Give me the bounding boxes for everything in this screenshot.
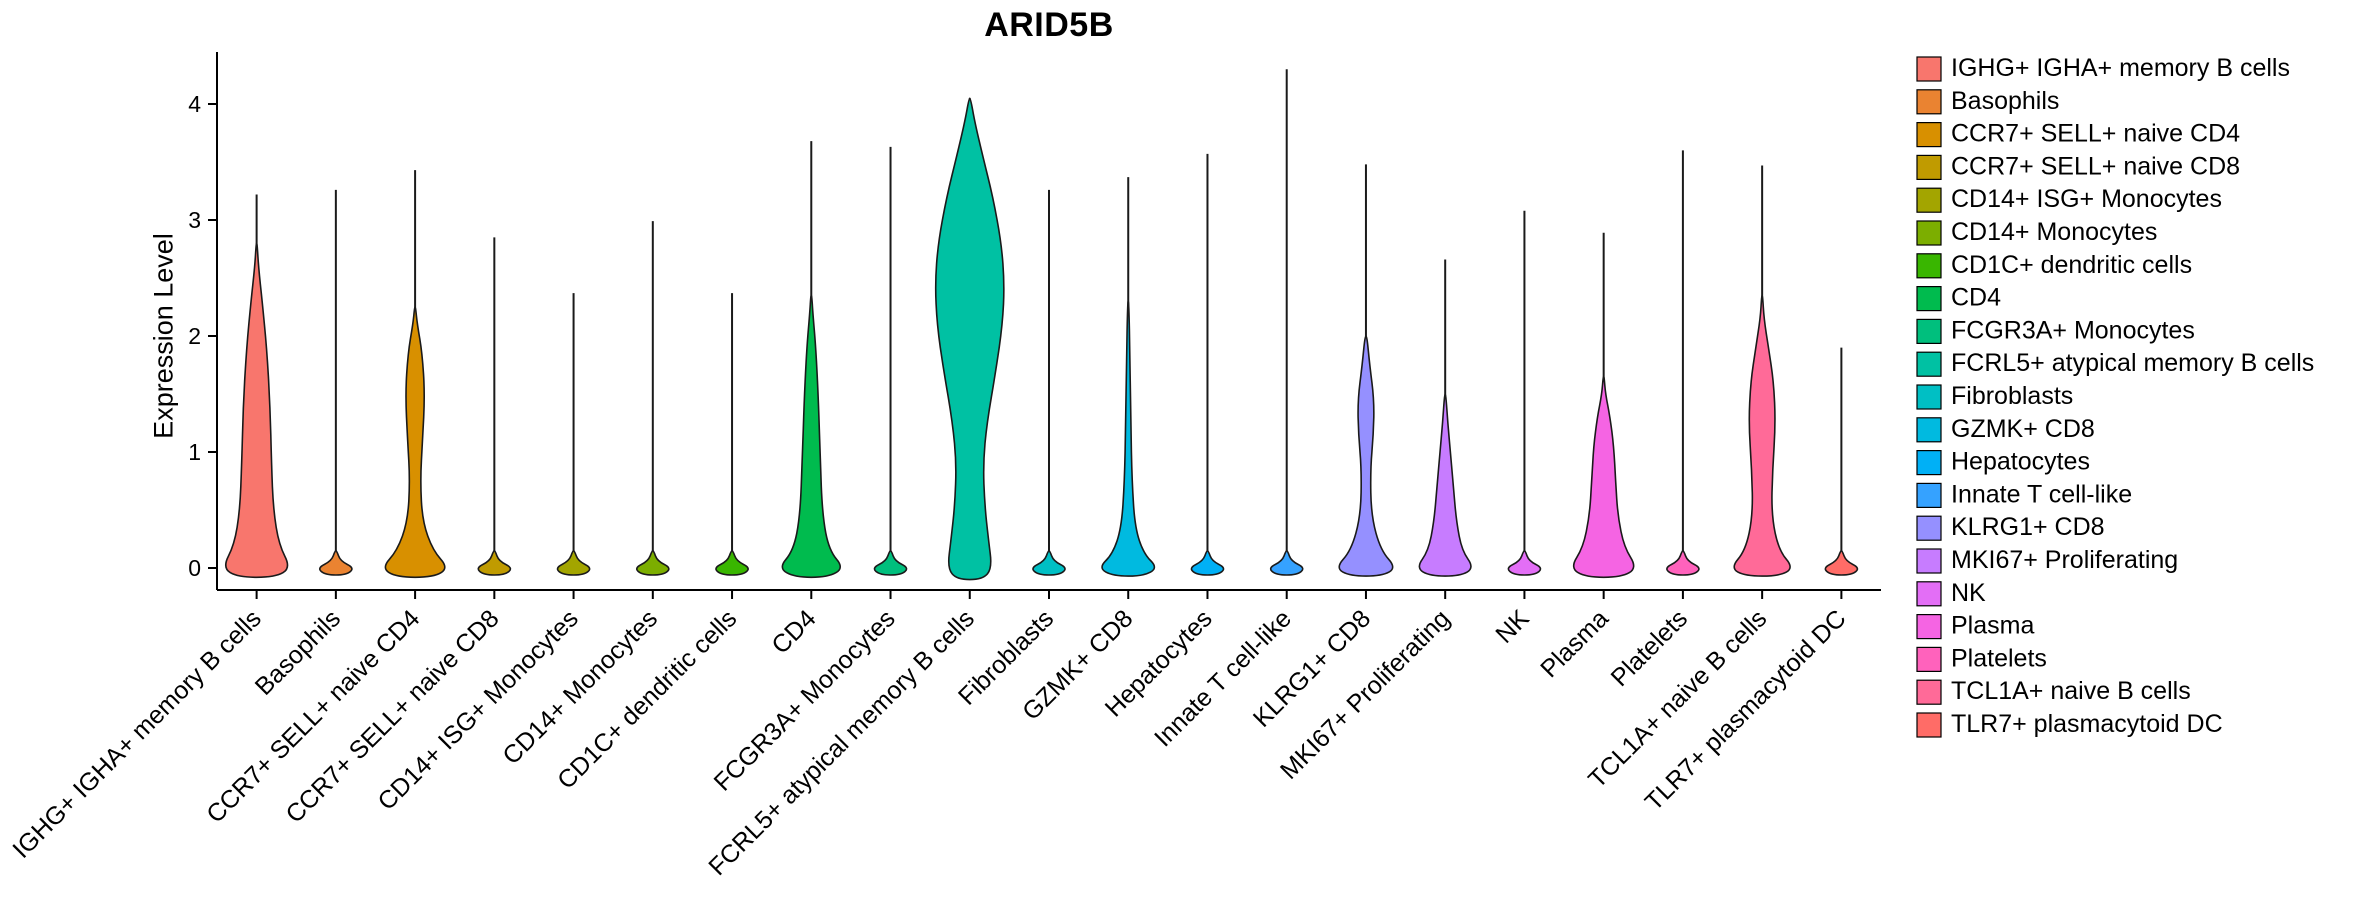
- legend-label: Hepatocytes: [1951, 448, 2090, 476]
- legend-swatch: [1916, 121, 1942, 148]
- legend-label: CD14+ Monocytes: [1951, 218, 2157, 246]
- legend-swatch: [1916, 351, 1942, 377]
- legend-label: Platelets: [1951, 644, 2047, 672]
- legend-swatch: [1916, 384, 1942, 410]
- violin-body: [1269, 549, 1304, 576]
- violin-body: [873, 549, 908, 576]
- violin-body: [1507, 549, 1542, 576]
- legend-label: KLRG1+ CD8: [1951, 513, 2105, 541]
- y-tick-label: 0: [188, 555, 201, 581]
- violin-body: [1572, 375, 1635, 579]
- legend-item: Basophils: [1916, 87, 2059, 115]
- legend-swatch: [1916, 548, 1942, 574]
- legend-label: CD1C+ dendritic cells: [1951, 251, 2192, 279]
- legend-swatch: [1916, 56, 1942, 82]
- legend-item: Hepatocytes: [1916, 448, 2090, 476]
- legend-item: TLR7+ plasmacytoid DC: [1916, 710, 2223, 738]
- legend-label: FCGR3A+ Monocytes: [1951, 316, 2195, 344]
- violin-body: [319, 549, 353, 576]
- legend-item: FCRL5+ atypical memory B cells: [1916, 349, 2314, 377]
- legend-swatch: [1916, 679, 1942, 705]
- legend-item: Fibroblasts: [1916, 382, 2073, 410]
- legend-swatch: [1916, 515, 1942, 541]
- violin-body: [636, 549, 670, 576]
- x-tick-label: Plasma: [1535, 604, 1614, 683]
- legend-swatch: [1916, 220, 1942, 246]
- violin-body: [1338, 335, 1394, 577]
- violin-body: [934, 97, 1005, 581]
- legend-label: CCR7+ SELL+ naive CD4: [1951, 120, 2240, 148]
- legend-swatch: [1916, 613, 1942, 640]
- legend-swatch: [1916, 154, 1942, 180]
- chart-title: ARID5B: [984, 6, 1114, 44]
- legend-swatch: [1916, 89, 1942, 115]
- legend-label: GZMK+ CD8: [1951, 415, 2095, 443]
- legend-item: FCGR3A+ Monocytes: [1916, 316, 2195, 344]
- legend-item: CD14+ ISG+ Monocytes: [1916, 185, 2222, 213]
- violin-body: [225, 242, 289, 579]
- legend-swatch: [1916, 253, 1942, 279]
- x-tick-label: NK: [1490, 604, 1535, 649]
- x-tick-label: CD4: [766, 604, 821, 659]
- legend-swatch: [1916, 187, 1942, 213]
- legend-swatch: [1916, 646, 1942, 673]
- legend-swatch: [1916, 286, 1942, 312]
- legend-label: Innate T cell-like: [1951, 480, 2132, 508]
- violin-body: [1032, 549, 1066, 576]
- legend-item: MKI67+ Proliferating: [1916, 546, 2178, 574]
- x-tick-label: IGHG+ IGHA+ memory B cells: [7, 604, 266, 863]
- legend-item: CD14+ Monocytes: [1916, 218, 2157, 246]
- legend-label: MKI67+ Proliferating: [1951, 546, 2178, 574]
- legend-label: CD4: [1951, 284, 2001, 312]
- legend-swatch: [1916, 581, 1942, 607]
- legend-item: IGHG+ IGHA+ memory B cells: [1916, 54, 2290, 82]
- violin-body: [781, 294, 842, 579]
- legend-swatch: [1916, 482, 1942, 508]
- y-tick-label: 1: [188, 439, 201, 465]
- x-tick-label: Innate T cell-like: [1149, 604, 1297, 752]
- legend-item: Platelets: [1916, 644, 2047, 673]
- legend-item: CD4: [1916, 284, 2001, 312]
- legend-item: Innate T cell-like: [1916, 480, 2132, 508]
- legend-swatch: [1916, 712, 1942, 738]
- legend-swatch: [1916, 450, 1942, 476]
- y-tick-label: 2: [188, 323, 201, 349]
- legend-item: TCL1A+ naive B cells: [1916, 677, 2191, 705]
- violin-body: [1666, 549, 1700, 576]
- y-axis-label: Expression Level: [148, 233, 179, 439]
- legend-label: TLR7+ plasmacytoid DC: [1951, 710, 2223, 738]
- x-tick-label: CD14+ Monocytes: [497, 604, 663, 770]
- legend-swatch: [1916, 417, 1942, 443]
- legend-item: GZMK+ CD8: [1916, 415, 2095, 443]
- violin-body: [715, 549, 749, 576]
- legend: IGHG+ IGHA+ memory B cells Basophils CCR7+…: [1916, 54, 2314, 738]
- y-tick-label: 3: [188, 207, 201, 233]
- legend-swatch: [1916, 318, 1942, 344]
- legend-label: FCRL5+ atypical memory B cells: [1951, 349, 2314, 377]
- legend-item: CD1C+ dendritic cells: [1916, 251, 2192, 279]
- legend-label: CCR7+ SELL+ naive CD8: [1951, 152, 2240, 180]
- legend-label: Plasma: [1951, 612, 2034, 640]
- legend-item: KLRG1+ CD8: [1916, 513, 2105, 541]
- legend-item: Plasma: [1916, 612, 2034, 640]
- violin-body: [1418, 393, 1472, 577]
- y-tick-label: 4: [188, 91, 201, 117]
- legend-label: Fibroblasts: [1951, 382, 2073, 410]
- legend-item: CCR7+ SELL+ naive CD4: [1916, 120, 2240, 148]
- legend-item: CCR7+ SELL+ naive CD8: [1916, 152, 2240, 180]
- legend-label: NK: [1951, 579, 1986, 607]
- violin-body: [556, 549, 591, 576]
- legend-label: Basophils: [1951, 87, 2059, 115]
- violin-body: [1190, 549, 1225, 576]
- legend-label: CD14+ ISG+ Monocytes: [1951, 185, 2222, 213]
- legend-label: TCL1A+ naive B cells: [1951, 677, 2191, 705]
- legend-label: IGHG+ IGHA+ memory B cells: [1951, 54, 2290, 82]
- violin-body: [1733, 294, 1791, 577]
- violin-body: [1101, 300, 1156, 577]
- legend-item: NK: [1916, 579, 1986, 607]
- violin-body: [1824, 549, 1859, 576]
- violin-body: [477, 549, 512, 576]
- violin-body: [384, 306, 446, 579]
